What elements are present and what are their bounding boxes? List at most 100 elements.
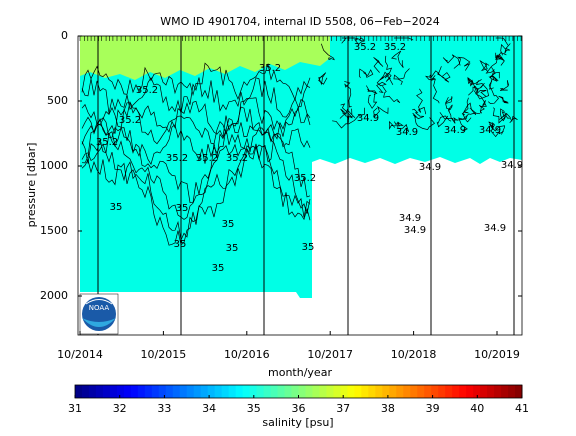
contour-line bbox=[320, 43, 335, 61]
contour-label: 34.9 bbox=[501, 160, 523, 171]
contour-line bbox=[365, 85, 378, 94]
contour-line bbox=[81, 77, 311, 118]
colorbar-cell bbox=[431, 385, 439, 398]
colorbar-cell bbox=[319, 385, 327, 398]
contour-label: 35.2 bbox=[96, 137, 118, 148]
contour-line bbox=[461, 97, 472, 123]
colorbar-cell bbox=[207, 385, 216, 398]
colorbar-cell bbox=[221, 385, 230, 398]
colorbar-cell bbox=[102, 385, 111, 398]
field-high bbox=[80, 36, 330, 80]
colorbar-cell bbox=[144, 385, 153, 398]
colorbar-cell bbox=[179, 385, 188, 398]
colorbar-tick-label: 34 bbox=[202, 402, 216, 415]
x-tick-label: 10/2015 bbox=[141, 348, 187, 361]
contour-lines bbox=[81, 37, 518, 246]
contour-label: 34.9 bbox=[357, 113, 379, 124]
colorbar-tick-label: 31 bbox=[68, 402, 82, 415]
colorbar-cell bbox=[228, 385, 237, 398]
x-axis-label: month/year bbox=[268, 366, 332, 379]
y-tick-label: 2000 bbox=[40, 289, 68, 302]
contour-line bbox=[479, 100, 486, 114]
contour-line bbox=[424, 66, 442, 81]
colorbar-cell bbox=[396, 385, 404, 398]
contour-label: 35.2 bbox=[166, 153, 188, 164]
colorbar-tick-label: 36 bbox=[292, 402, 306, 415]
contour-label: 35.2 bbox=[226, 153, 248, 164]
contour-line bbox=[340, 103, 353, 119]
contour-line bbox=[382, 86, 401, 103]
colorbar-cell bbox=[326, 385, 334, 398]
colorbar-cell bbox=[151, 385, 160, 398]
colorbar-tick-label: 39 bbox=[426, 402, 440, 415]
contour-line bbox=[394, 37, 414, 41]
contour-label: 34.9 bbox=[419, 162, 441, 173]
field-low bbox=[80, 36, 312, 298]
contour-line bbox=[467, 76, 482, 87]
contour-line bbox=[389, 120, 404, 130]
noaa-logo: NOAA bbox=[79, 293, 119, 335]
x-tick-label: 10/2018 bbox=[391, 348, 437, 361]
colorbar-tick-label: 38 bbox=[381, 402, 395, 415]
contour-line bbox=[373, 105, 389, 118]
colorbar-cell bbox=[249, 385, 258, 398]
contour-line bbox=[397, 121, 410, 133]
contour-label: 35 bbox=[174, 239, 187, 250]
colorbar-tick-label: 41 bbox=[515, 402, 529, 415]
colorbar-cell bbox=[305, 385, 313, 398]
contour-line bbox=[468, 82, 485, 96]
colorbar-cell bbox=[375, 385, 383, 398]
colorbar-tick-label: 37 bbox=[336, 402, 350, 415]
contour-line bbox=[81, 118, 311, 220]
contour-line bbox=[332, 107, 365, 129]
contour-line bbox=[358, 68, 374, 78]
contour-line bbox=[339, 108, 356, 119]
colorbar-cell bbox=[368, 385, 376, 398]
colorbar-cell bbox=[508, 385, 516, 398]
colorbar-cell bbox=[193, 385, 202, 398]
contour-label: 35.2 bbox=[259, 63, 281, 74]
contour-line bbox=[351, 37, 365, 45]
colorbar-cell bbox=[158, 385, 167, 398]
colorbar-cell bbox=[81, 385, 90, 398]
colorbar-cell bbox=[123, 385, 132, 398]
field bbox=[80, 36, 522, 298]
contour-line bbox=[488, 121, 504, 138]
x-tick-label: 10/2017 bbox=[307, 348, 353, 361]
profile-lines bbox=[97, 36, 515, 335]
colorbar-cell bbox=[312, 385, 320, 398]
contour-label: 35.2 bbox=[136, 85, 158, 96]
colorbar-tick-label: 32 bbox=[113, 402, 127, 415]
contour-label: 35 bbox=[176, 203, 189, 214]
contour-line bbox=[495, 52, 505, 66]
colorbar-cell bbox=[116, 385, 125, 398]
contour-line bbox=[479, 59, 490, 73]
contour-line bbox=[453, 56, 471, 71]
contour-line bbox=[437, 72, 451, 83]
contour-line bbox=[499, 108, 508, 122]
contour-line bbox=[500, 43, 511, 56]
contour-label: 34.9 bbox=[479, 125, 501, 136]
contour-line bbox=[81, 143, 311, 242]
contour-line bbox=[447, 104, 458, 124]
colorbar-cell bbox=[235, 385, 244, 398]
contour-line bbox=[412, 108, 425, 120]
contour-line bbox=[376, 76, 387, 94]
contour-label: 34.9 bbox=[484, 223, 506, 234]
contour-line bbox=[495, 37, 509, 46]
contour-line bbox=[81, 97, 311, 139]
contour-line bbox=[487, 80, 499, 104]
colorbar-cell bbox=[277, 385, 286, 398]
colorbar-cell bbox=[333, 385, 341, 398]
colorbar-cell bbox=[354, 385, 362, 398]
colorbar-cell bbox=[361, 385, 369, 398]
contour-line bbox=[499, 80, 510, 91]
colorbar-cell bbox=[480, 385, 488, 398]
colorbar-cell bbox=[75, 385, 83, 398]
x-tick-label: 10/2016 bbox=[224, 348, 270, 361]
colorbar-cell bbox=[417, 385, 425, 398]
colorbar-cell bbox=[186, 385, 195, 398]
contour-line bbox=[416, 88, 427, 115]
colorbar-tick-label: 35 bbox=[247, 402, 261, 415]
